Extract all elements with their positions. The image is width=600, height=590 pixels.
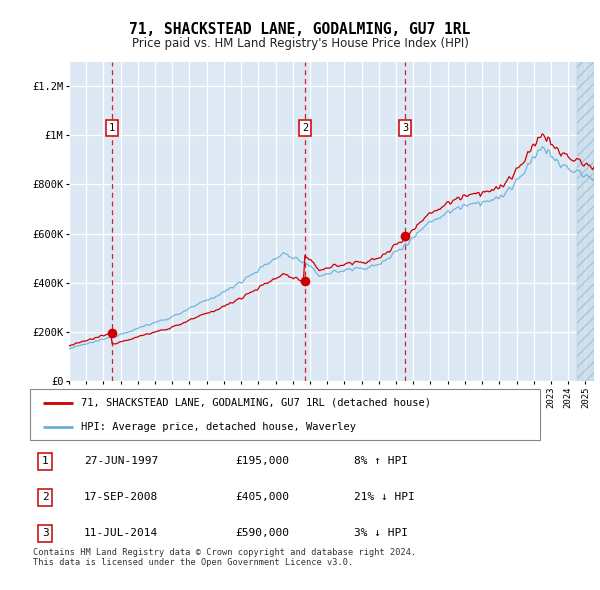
Text: £590,000: £590,000 — [235, 529, 289, 538]
Text: HPI: Average price, detached house, Waverley: HPI: Average price, detached house, Wave… — [81, 422, 356, 432]
Text: 71, SHACKSTEAD LANE, GODALMING, GU7 1RL (detached house): 71, SHACKSTEAD LANE, GODALMING, GU7 1RL … — [81, 398, 431, 408]
Text: 21% ↓ HPI: 21% ↓ HPI — [354, 492, 415, 502]
Bar — [577, 62, 594, 381]
Text: 1: 1 — [42, 456, 49, 466]
Text: 3: 3 — [42, 529, 49, 538]
Text: 2: 2 — [42, 492, 49, 502]
Text: 2: 2 — [302, 123, 308, 133]
Text: 3: 3 — [402, 123, 408, 133]
Text: Price paid vs. HM Land Registry's House Price Index (HPI): Price paid vs. HM Land Registry's House … — [131, 37, 469, 50]
Text: Contains HM Land Registry data © Crown copyright and database right 2024.
This d: Contains HM Land Registry data © Crown c… — [33, 548, 416, 567]
Text: 71, SHACKSTEAD LANE, GODALMING, GU7 1RL: 71, SHACKSTEAD LANE, GODALMING, GU7 1RL — [130, 22, 470, 37]
Text: 27-JUN-1997: 27-JUN-1997 — [84, 456, 158, 466]
Text: £195,000: £195,000 — [235, 456, 289, 466]
Text: 8% ↑ HPI: 8% ↑ HPI — [354, 456, 408, 466]
FancyBboxPatch shape — [30, 389, 540, 440]
Text: 11-JUL-2014: 11-JUL-2014 — [84, 529, 158, 538]
Text: £405,000: £405,000 — [235, 492, 289, 502]
Text: 3% ↓ HPI: 3% ↓ HPI — [354, 529, 408, 538]
Text: 17-SEP-2008: 17-SEP-2008 — [84, 492, 158, 502]
Text: 1: 1 — [109, 123, 115, 133]
